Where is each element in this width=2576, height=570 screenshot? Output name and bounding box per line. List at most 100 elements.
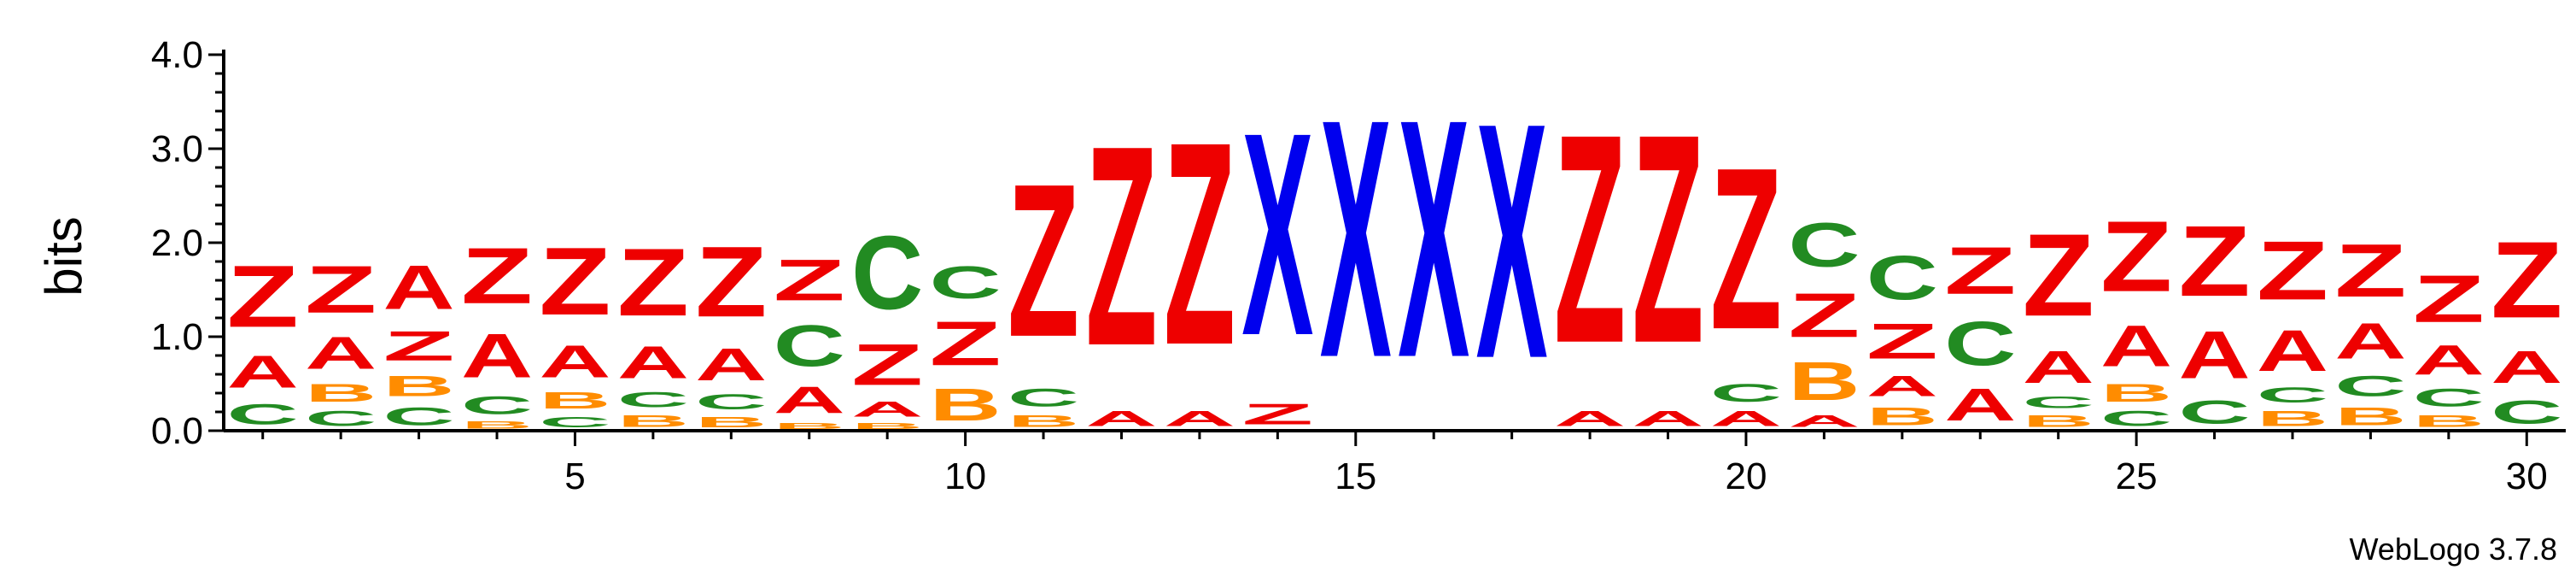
logo-letter-Z: Z bbox=[2100, 201, 2172, 314]
logo-letter-Z: Z bbox=[774, 247, 845, 313]
logo-letter-B: B bbox=[617, 412, 689, 431]
x-tick-label: 15 bbox=[1335, 455, 1376, 497]
logo-letter-Z: Z bbox=[1632, 73, 1703, 405]
y-tick-label: 3.0 bbox=[151, 128, 203, 170]
logo-letter-A: A bbox=[1788, 412, 1860, 431]
logo-letter-C: C bbox=[2100, 407, 2172, 430]
x-tick-label: 10 bbox=[944, 455, 986, 497]
logo-letter-B: B bbox=[1866, 403, 1938, 431]
logo-letter-Z: Z bbox=[2023, 209, 2094, 341]
logo-letter-Z: Z bbox=[1085, 87, 1157, 406]
y-axis-title: bits bbox=[35, 216, 92, 296]
logo-letter-B: B bbox=[774, 421, 845, 431]
position-stack: BCZ bbox=[1008, 139, 1079, 431]
position-stack: AZ bbox=[1632, 73, 1703, 430]
logo-letter-C: C bbox=[774, 314, 845, 379]
x-tick-label: 5 bbox=[564, 455, 585, 497]
logo-letter-Z: Z bbox=[1944, 233, 2016, 309]
logo-letter-B: B bbox=[383, 370, 455, 403]
logo-letter-A: A bbox=[2100, 314, 2172, 379]
logo-letter-C: C bbox=[1008, 384, 1079, 412]
logo-letter-Z: Z bbox=[2178, 205, 2250, 318]
logo-letter-B: B bbox=[695, 414, 767, 431]
logo-letter-C: C bbox=[695, 391, 767, 414]
logo-letter-A: A bbox=[1710, 407, 1782, 430]
axes: 0.0 1.0 2.0 3.0 4.0 5 10 15 20 25 30 bbox=[151, 34, 2566, 497]
logo-letter-B: B bbox=[2334, 403, 2406, 431]
position-stack: X bbox=[1320, 49, 1393, 429]
position-stack: CAZ bbox=[2491, 220, 2562, 431]
logo-letter-B: B bbox=[305, 379, 377, 408]
logo-letter-A: A bbox=[2491, 342, 2562, 393]
position-stack: X bbox=[1476, 53, 1549, 428]
y-tick-label: 2.0 bbox=[151, 222, 203, 264]
logo-letter-B: B bbox=[2257, 407, 2328, 430]
logo-letter-A: A bbox=[1632, 407, 1703, 430]
logo-letter-A: A bbox=[1085, 407, 1157, 430]
logo-letter-A: A bbox=[1944, 379, 2016, 431]
logo-letter-A: A bbox=[2413, 337, 2485, 384]
logo-letter-Z: Z bbox=[851, 332, 923, 397]
position-stack: X bbox=[1398, 49, 1470, 429]
logo-letter-A: A bbox=[227, 346, 299, 397]
logo-letter-X: X bbox=[1476, 53, 1549, 428]
logo-letter-B: B bbox=[851, 421, 923, 431]
logo-letter-Z: Z bbox=[461, 232, 533, 320]
logo-letter-Z: Z bbox=[1554, 73, 1626, 405]
logo-letter-A: A bbox=[461, 320, 533, 391]
x-tick-label: 30 bbox=[2506, 455, 2548, 497]
logo-letter-Z: Z bbox=[695, 226, 767, 339]
y-tick-label: 1.0 bbox=[151, 316, 203, 358]
logo-letter-C: C bbox=[2334, 370, 2406, 403]
logo-letter-A: A bbox=[774, 379, 845, 421]
logo-letter-Z: Z bbox=[305, 252, 377, 327]
logo-letter-A: A bbox=[1866, 370, 1938, 403]
logo-letter-B: B bbox=[2413, 412, 2485, 431]
position-stack: CAZ bbox=[2178, 205, 2250, 431]
logo-letter-Z: Z bbox=[2413, 261, 2485, 337]
logo-letter-A: A bbox=[695, 339, 767, 391]
position-stack: ACZ bbox=[1710, 120, 1782, 431]
logo-letter-A: A bbox=[383, 252, 455, 322]
logo-letter-Z: Z bbox=[1164, 81, 1235, 405]
logo-letter-A: A bbox=[1164, 407, 1235, 430]
logo-letter-Z: Z bbox=[539, 227, 610, 335]
logo-letter-C: C bbox=[461, 391, 533, 420]
logo-letter-Z: Z bbox=[1008, 139, 1079, 383]
logo-letter-A: A bbox=[2023, 342, 2094, 393]
logo-letter-C: C bbox=[2023, 393, 2094, 412]
logo-letter-A: A bbox=[851, 397, 923, 420]
position-stack: ZX bbox=[1241, 73, 1313, 431]
position-stack: ACZ bbox=[1944, 233, 2016, 431]
logo-letter-X: X bbox=[1320, 49, 1393, 429]
logo-letter-C: C bbox=[539, 414, 610, 431]
logo-letter-Z: Z bbox=[617, 228, 689, 336]
logo-letter-Z: Z bbox=[1241, 398, 1313, 431]
logo-letter-A: A bbox=[1554, 407, 1626, 430]
logo-letter-B: B bbox=[461, 420, 533, 431]
logo-letter-B: B bbox=[930, 379, 1002, 431]
logo-letter-C: C bbox=[227, 398, 299, 431]
y-tick-label: 4.0 bbox=[151, 34, 203, 76]
position-stack: CAZ bbox=[227, 247, 299, 431]
logo-letter-Z: Z bbox=[2334, 228, 2406, 313]
logo-letter-C: C bbox=[930, 257, 1002, 309]
position-stack: AZ bbox=[1085, 87, 1157, 431]
logo-letter-C: C bbox=[617, 388, 689, 411]
logo-letter-A: A bbox=[539, 336, 610, 387]
logo-letter-B: B bbox=[1008, 412, 1079, 431]
x-tick-label: 20 bbox=[1725, 455, 1767, 497]
x-tick-label: 25 bbox=[2116, 455, 2158, 497]
logo-letter-B: B bbox=[1788, 350, 1860, 411]
